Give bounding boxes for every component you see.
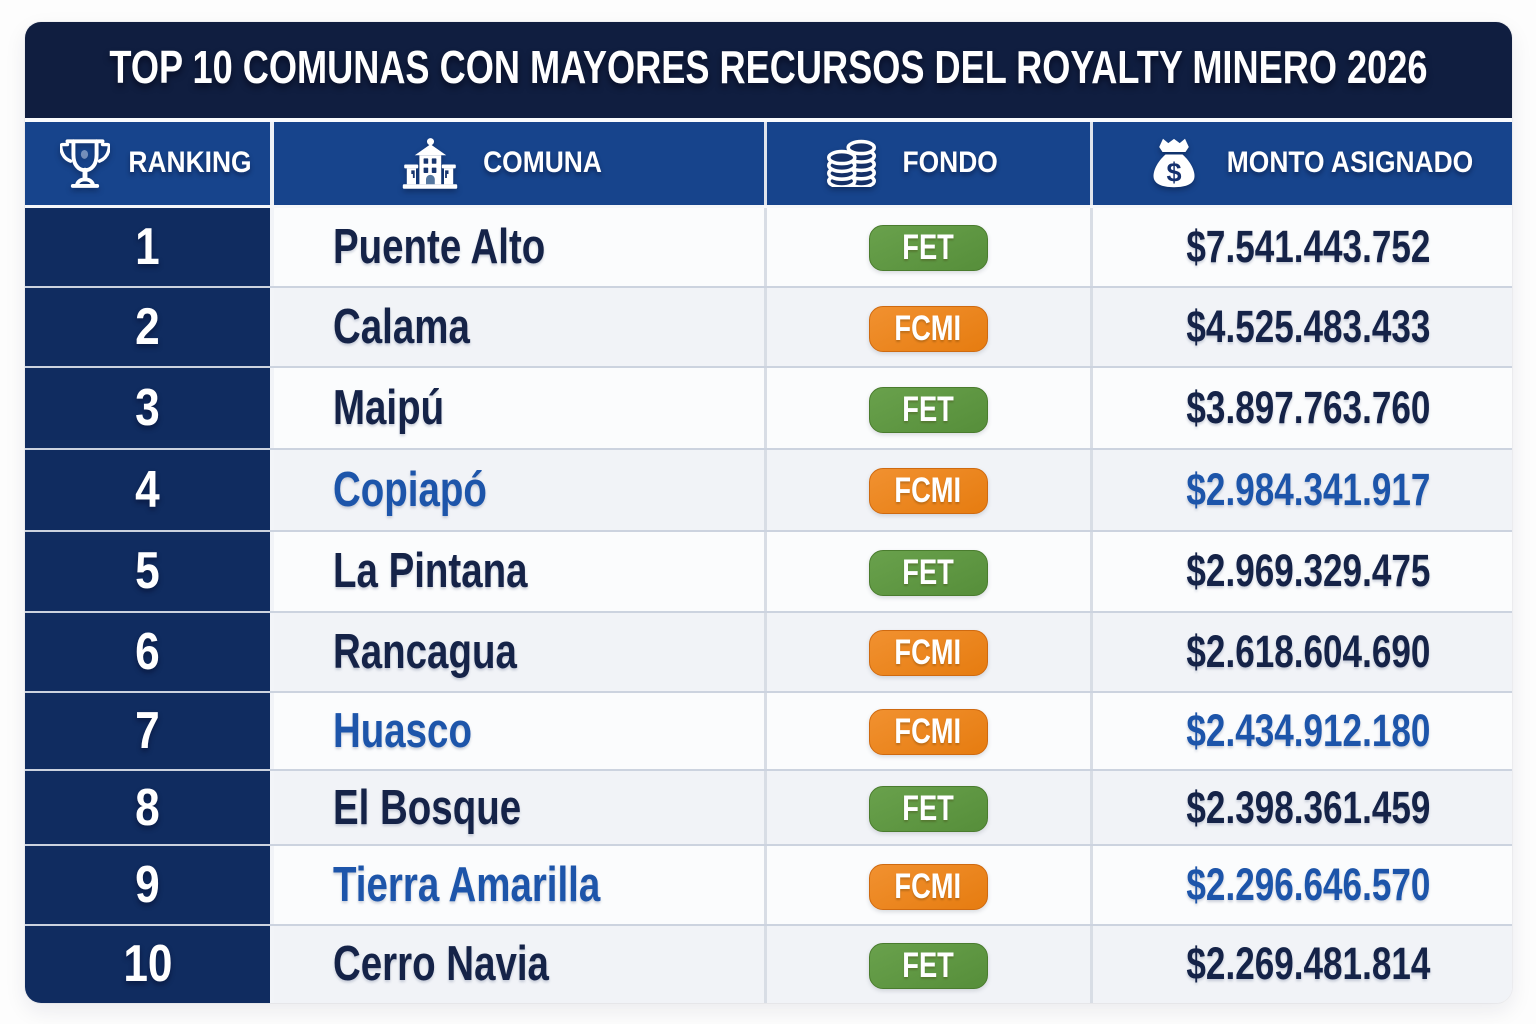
svg-text:$: $ [1166, 158, 1181, 188]
